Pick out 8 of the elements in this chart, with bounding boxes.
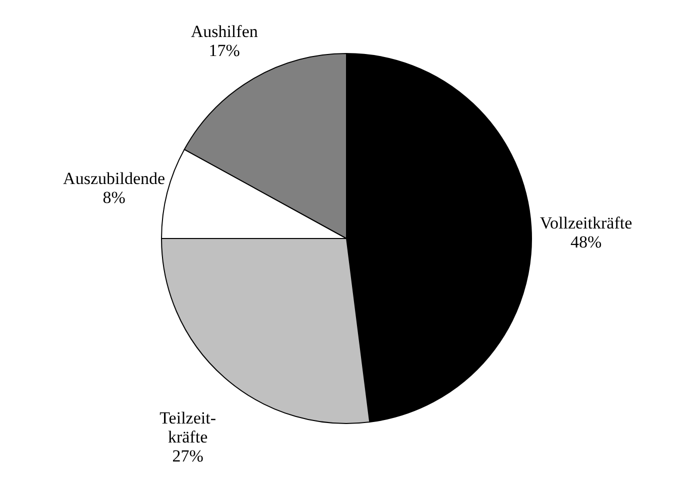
data-label: 27% — [172, 446, 204, 466]
slice-label: Vollzeitkräfte — [540, 213, 632, 232]
slice-label: Teilzeit- kräfte — [160, 408, 216, 447]
data-label: 17% — [208, 40, 240, 60]
slice-label: Aushilfen — [190, 22, 258, 41]
slice-label: Auszubildende — [63, 168, 166, 188]
data-label: 48% — [570, 232, 602, 252]
data-label: 8% — [102, 188, 126, 207]
